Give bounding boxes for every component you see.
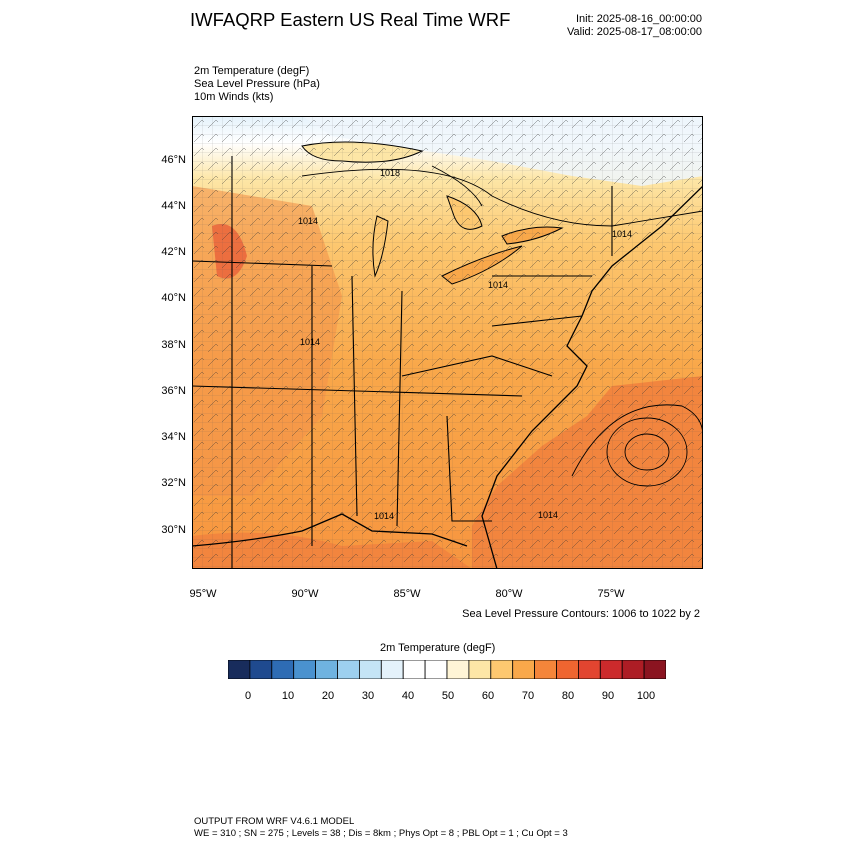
colorbar-cell bbox=[249, 660, 273, 679]
colorbar-cell bbox=[380, 660, 404, 679]
pressure-label: 1014 bbox=[374, 511, 395, 521]
lon-label: 80°W bbox=[495, 588, 523, 600]
colorbar-label: 90 bbox=[601, 690, 615, 702]
footer-model: OUTPUT FROM WRF V4.6.1 MODEL bbox=[194, 816, 355, 827]
field-temperature: 2m Temperature (degF) bbox=[194, 65, 310, 77]
colorbar-cell bbox=[468, 660, 492, 679]
colorbar-label: 60 bbox=[481, 690, 495, 702]
colorbar-cell bbox=[315, 660, 338, 679]
colorbar-label: 70 bbox=[521, 690, 535, 702]
colorbar-cell bbox=[293, 660, 316, 679]
colorbar-cell bbox=[621, 660, 645, 679]
colorbar-cell bbox=[402, 660, 426, 679]
field-pressure: Sea Level Pressure (hPa) bbox=[194, 78, 320, 90]
colorbar-cell bbox=[490, 660, 514, 679]
colorbar-label: 100 bbox=[636, 690, 656, 702]
colorbar-cell bbox=[643, 660, 666, 679]
lat-label: 38°N bbox=[161, 339, 186, 351]
colorbar-cell bbox=[577, 660, 601, 679]
coastline bbox=[481, 185, 703, 569]
lon-label: 85°W bbox=[393, 588, 421, 600]
contour-note: Sea Level Pressure Contours: 1006 to 102… bbox=[462, 608, 700, 620]
isobars bbox=[301, 165, 703, 487]
lat-label: 36°N bbox=[161, 385, 186, 397]
colorbar-cell bbox=[228, 660, 251, 679]
pressure-label: 1014 bbox=[488, 280, 509, 290]
weather-map: 1018 1014 1014 1014 1014 1014 1014 bbox=[192, 116, 703, 569]
colorbar-cell bbox=[512, 660, 536, 679]
colorbar-cell bbox=[271, 660, 295, 679]
init-valid-times: Init: 2025-08-16_00:00:00 Valid: 2025-08… bbox=[567, 13, 702, 39]
pressure-label: 1014 bbox=[300, 337, 321, 347]
pressure-label: 1018 bbox=[380, 168, 401, 178]
lat-label: 32°N bbox=[161, 477, 186, 489]
lat-label: 30°N bbox=[161, 524, 186, 536]
colorbar-cell bbox=[534, 660, 557, 679]
pressure-label: 1014 bbox=[538, 510, 559, 520]
colorbar bbox=[228, 660, 666, 679]
valid-time: Valid: 2025-08-17_08:00:00 bbox=[567, 26, 702, 38]
field-winds: 10m Winds (kts) bbox=[194, 91, 274, 103]
colorbar-label: 0 bbox=[244, 690, 252, 702]
field-list: 2m Temperature (degF) Sea Level Pressure… bbox=[194, 65, 320, 104]
colorbar-cell bbox=[358, 660, 382, 679]
pressure-label: 1014 bbox=[612, 229, 633, 239]
lat-label: 34°N bbox=[161, 431, 186, 443]
init-time: Init: 2025-08-16_00:00:00 bbox=[576, 13, 702, 25]
footer-config: WE = 310 ; SN = 275 ; Levels = 38 ; Dis … bbox=[194, 828, 568, 839]
colorbar-label: 40 bbox=[401, 690, 415, 702]
colorbar-cell bbox=[599, 660, 623, 679]
lat-label: 40°N bbox=[161, 292, 186, 304]
plot-title: IWFAQRP Eastern US Real Time WRF bbox=[190, 9, 511, 30]
state-borders bbox=[192, 156, 613, 569]
colorbar-label: 80 bbox=[561, 690, 575, 702]
colorbar-cell bbox=[556, 660, 579, 679]
colorbar-label: 50 bbox=[441, 690, 455, 702]
lat-label: 46°N bbox=[161, 154, 186, 166]
colorbar-cell bbox=[424, 660, 448, 679]
gulf-coastline bbox=[192, 513, 468, 547]
colorbar-label: 30 bbox=[361, 690, 375, 702]
wind-barbs bbox=[192, 116, 703, 569]
colorbar-label: 10 bbox=[281, 690, 295, 702]
colorbar-cell bbox=[337, 660, 360, 679]
colorbar-cell bbox=[446, 660, 470, 679]
pressure-label: 1014 bbox=[298, 216, 319, 226]
lat-label: 42°N bbox=[161, 246, 186, 258]
colorbar-label: 20 bbox=[321, 690, 335, 702]
lon-label: 75°W bbox=[597, 588, 625, 600]
model-footer: OUTPUT FROM WRF V4.6.1 MODEL WE = 310 ; … bbox=[194, 816, 568, 840]
lon-label: 95°W bbox=[189, 588, 217, 600]
lat-label: 44°N bbox=[161, 200, 186, 212]
lon-label: 90°W bbox=[291, 588, 319, 600]
colorbar-title: 2m Temperature (degF) bbox=[380, 642, 496, 654]
